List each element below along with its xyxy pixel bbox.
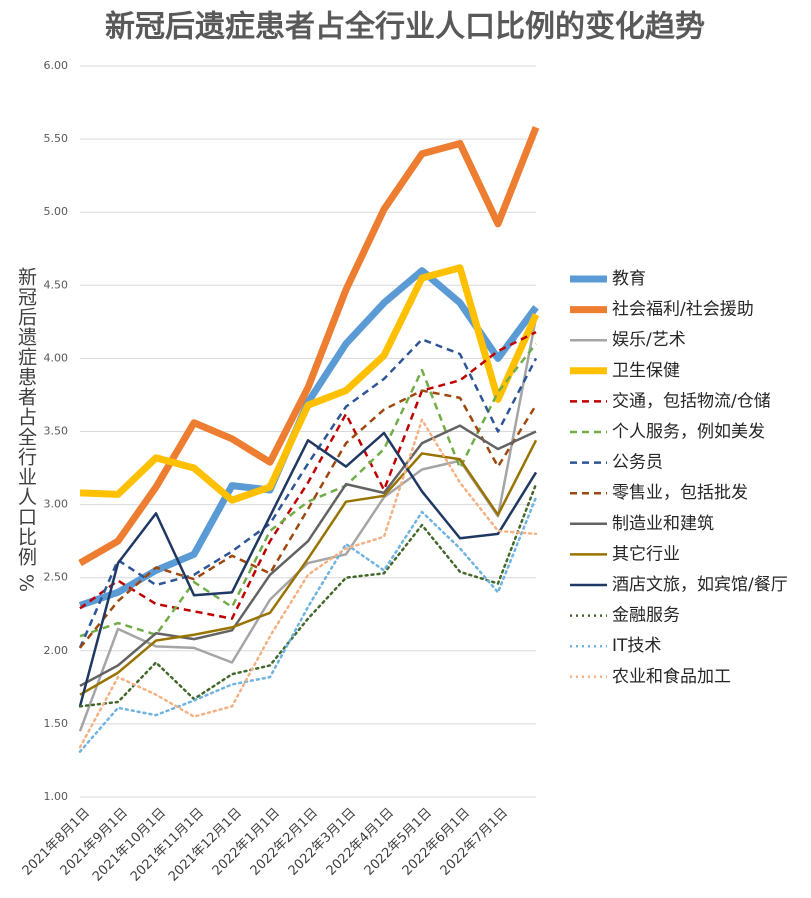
y-tick-label: 5.00 — [44, 205, 69, 218]
x-tick-label: 2022年6月1日 — [400, 805, 473, 878]
y-tick-label: 2.00 — [44, 644, 69, 657]
y-tick-label: 4.50 — [44, 278, 69, 291]
legend-label: 零售业，包括批发 — [612, 483, 748, 503]
series-line — [79, 389, 538, 649]
legend-label: 交通，包括物流/仓储 — [612, 391, 771, 411]
series-line — [79, 439, 538, 696]
x-tick-label: 2021年9月1日 — [58, 805, 131, 878]
x-tick-label: 2022年4月1日 — [324, 805, 397, 878]
y-tick-label: 1.00 — [44, 790, 69, 803]
x-tick-label: 2022年2月1日 — [248, 805, 321, 878]
legend-label: 教育 — [612, 269, 646, 289]
y-axis-label: 新冠后遗症患者占全行业人口比例 % — [15, 267, 37, 593]
y-tick-label: 3.50 — [44, 425, 69, 438]
y-tick-label: 5.50 — [44, 132, 69, 145]
legend-label: 农业和食品加工 — [612, 667, 731, 687]
legend-label: 公务员 — [612, 453, 663, 473]
y-tick-label: 4.00 — [44, 351, 69, 364]
series-line — [79, 330, 537, 620]
x-tick-label: 2022年7月1日 — [438, 805, 511, 878]
y-tick-label: 1.50 — [44, 717, 69, 730]
x-tick-label: 2022年1月1日 — [210, 805, 283, 878]
legend-label: 卫生保健 — [612, 361, 680, 381]
chart-title: 新冠后遗症患者占全行业人口比例的变化趋势 — [105, 10, 705, 45]
x-tick-label: 2022年5月1日 — [362, 805, 435, 878]
x-tick-label: 2021年8月1日 — [20, 805, 93, 878]
legend-label: 金融服务 — [612, 606, 680, 626]
series-line — [79, 264, 540, 504]
legend-label: 社会福利/社会援助 — [612, 300, 754, 320]
series-line — [78, 267, 539, 609]
series-line — [78, 338, 538, 649]
series-line — [78, 496, 538, 753]
series-line — [78, 126, 540, 567]
series-line — [78, 482, 538, 708]
y-tick-label: 3.00 — [44, 498, 69, 511]
legend-label: 制造业和建筑 — [612, 514, 714, 534]
y-tick-label: 2.50 — [44, 571, 69, 584]
legend-label: 酒店文旅，如宾馆/餐厅 — [612, 575, 788, 595]
y-tick-label: 6.00 — [44, 59, 69, 72]
series-line — [78, 418, 538, 749]
series-line — [79, 424, 537, 687]
legend-label: IT技术 — [612, 636, 661, 656]
legend-label: 个人服务，例如美发 — [612, 422, 765, 442]
series-line — [78, 431, 538, 707]
legend-label: 其它行业 — [612, 544, 680, 564]
x-tick-label: 2022年3月1日 — [286, 805, 359, 878]
legend-label: 娱乐/艺术 — [612, 330, 686, 350]
